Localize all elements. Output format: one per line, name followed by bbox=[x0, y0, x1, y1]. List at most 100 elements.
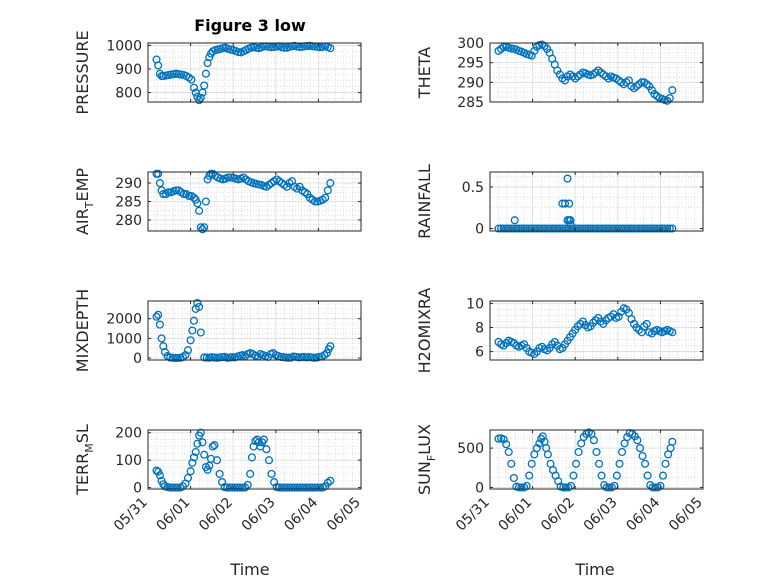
data-point bbox=[642, 319, 651, 328]
data-point bbox=[198, 225, 207, 234]
data-point bbox=[647, 224, 656, 233]
data-point bbox=[633, 436, 642, 445]
data-point bbox=[187, 75, 196, 84]
subplot-mixdepth: 0 1000 2000 MIXDEPTH bbox=[73, 289, 362, 372]
data-point bbox=[648, 483, 657, 492]
data-point bbox=[591, 224, 600, 233]
data-point bbox=[589, 318, 598, 327]
data-point bbox=[164, 188, 173, 197]
data-point bbox=[596, 317, 605, 326]
data-point bbox=[168, 483, 177, 492]
data-point bbox=[179, 190, 188, 199]
y-tick-label: 10 bbox=[466, 296, 484, 312]
subplot-sun-flux: 0 500 05/31 06/01 06/02 06/03 06/04 06/05 SUNFLU… bbox=[415, 424, 706, 534]
data-point bbox=[627, 224, 636, 233]
data-point bbox=[535, 224, 544, 233]
data-point bbox=[295, 483, 304, 492]
data-point bbox=[326, 476, 335, 485]
data-point bbox=[543, 450, 552, 459]
data-point bbox=[553, 224, 562, 233]
data-point bbox=[191, 447, 200, 457]
subplot-air-temp: 280 285 290 AIRTEMP bbox=[73, 168, 362, 235]
data-point bbox=[223, 483, 232, 492]
data-point bbox=[540, 224, 549, 233]
data-point bbox=[287, 483, 297, 492]
data-point bbox=[624, 224, 633, 233]
data-point bbox=[601, 224, 610, 233]
data-point bbox=[200, 450, 209, 459]
y-tick-label: 1000 bbox=[106, 331, 142, 347]
data-point bbox=[595, 459, 604, 468]
data-point bbox=[509, 339, 518, 348]
y-tick-label: 285 bbox=[115, 195, 142, 211]
data-point bbox=[558, 224, 567, 233]
y-tick-label: 6 bbox=[475, 345, 484, 361]
data-point bbox=[310, 353, 319, 362]
data-point bbox=[642, 80, 651, 89]
data-point bbox=[661, 459, 670, 468]
x-tick-label: 06/04 bbox=[281, 494, 321, 534]
data-point bbox=[509, 224, 518, 233]
data-point bbox=[267, 469, 276, 478]
y-axis-label: TERRMSL bbox=[73, 424, 96, 496]
data-point bbox=[525, 471, 534, 480]
y-tick-label: 0 bbox=[475, 222, 484, 238]
x-tick-label: 06/02 bbox=[538, 495, 578, 535]
data-point bbox=[152, 312, 161, 321]
data-point bbox=[294, 353, 303, 362]
data-point bbox=[195, 96, 204, 105]
data-point bbox=[215, 469, 224, 478]
data-point bbox=[560, 199, 570, 208]
data-point bbox=[668, 86, 677, 95]
data-point bbox=[230, 483, 239, 492]
data-point bbox=[201, 69, 210, 78]
data-point bbox=[171, 483, 180, 492]
data-point bbox=[599, 224, 608, 233]
y-tick-label: 0 bbox=[475, 480, 484, 496]
data-point bbox=[246, 469, 255, 478]
data-point bbox=[155, 320, 164, 329]
data-point bbox=[285, 483, 294, 492]
data-point bbox=[543, 224, 552, 233]
data-point bbox=[310, 197, 320, 206]
data-point bbox=[195, 302, 204, 311]
y-tick-label: 0 bbox=[133, 351, 142, 367]
y-tick-label: 800 bbox=[115, 86, 142, 102]
axes-box bbox=[147, 300, 362, 361]
y-tick-label: 200 bbox=[115, 426, 142, 442]
data-point bbox=[543, 346, 552, 355]
x-tick-label: 06/05 bbox=[666, 495, 706, 535]
data-point bbox=[517, 483, 526, 492]
data-point bbox=[208, 442, 217, 451]
data-point bbox=[578, 224, 587, 233]
data-point bbox=[612, 471, 621, 480]
data-point bbox=[618, 447, 627, 457]
data-point bbox=[594, 224, 603, 233]
data-point bbox=[668, 224, 677, 233]
data-point bbox=[173, 353, 182, 362]
axes-box bbox=[489, 429, 704, 490]
y-tick-label: 900 bbox=[115, 62, 142, 78]
data-point bbox=[160, 348, 170, 357]
data-point bbox=[507, 459, 516, 468]
x-tick-label: 06/04 bbox=[623, 494, 663, 534]
data-point bbox=[596, 68, 605, 77]
data-point bbox=[569, 471, 578, 480]
data-point bbox=[530, 349, 539, 359]
y-tick-label: 8 bbox=[475, 320, 484, 336]
data-point bbox=[171, 353, 180, 362]
data-point bbox=[566, 216, 575, 225]
data-point bbox=[668, 328, 677, 337]
data-point bbox=[602, 483, 611, 492]
data-point bbox=[303, 483, 312, 492]
data-point bbox=[573, 322, 582, 331]
data-point bbox=[202, 353, 211, 362]
data-point bbox=[504, 224, 513, 233]
data-point bbox=[606, 224, 616, 233]
data-point bbox=[576, 319, 585, 328]
y-tick-label: 0.5 bbox=[462, 180, 484, 196]
data-point bbox=[537, 224, 547, 233]
data-point bbox=[658, 224, 667, 233]
y-tick-label: 290 bbox=[115, 176, 142, 192]
data-point bbox=[642, 224, 651, 233]
